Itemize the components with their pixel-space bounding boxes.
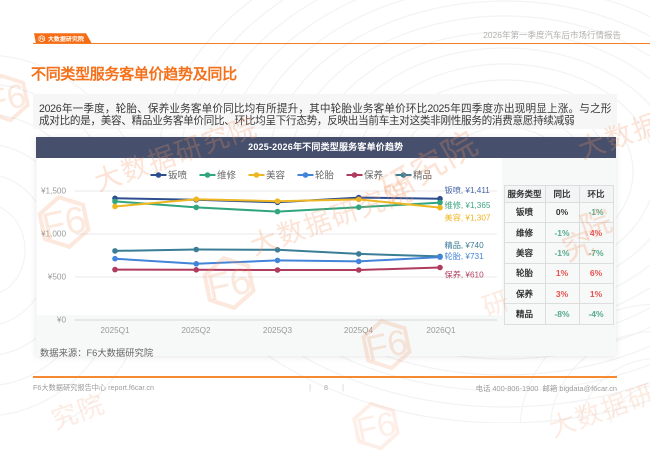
svg-text:2025Q2: 2025Q2: [181, 326, 211, 335]
svg-text:美容: 美容: [266, 170, 286, 182]
svg-text:2025Q3: 2025Q3: [263, 326, 293, 335]
svg-text:钣喷, ¥1,411: 钣喷, ¥1,411: [445, 185, 491, 195]
svg-text:F6: F6: [40, 37, 44, 41]
svg-text:2025Q4: 2025Q4: [344, 326, 374, 335]
svg-text:精品, ¥740: 精品, ¥740: [445, 240, 485, 250]
svg-text:轮胎, ¥731: 轮胎, ¥731: [445, 251, 485, 261]
svg-text:维修, ¥1,365: 维修, ¥1,365: [445, 200, 491, 210]
svg-text:¥1,500: ¥1,500: [40, 186, 66, 195]
svg-text:精品: 精品: [413, 170, 432, 182]
svg-text:¥1,000: ¥1,000: [40, 229, 66, 238]
svg-text:¥500: ¥500: [47, 272, 67, 281]
svg-text:美容, ¥1,307: 美容, ¥1,307: [445, 213, 491, 223]
svg-text:维修: 维修: [217, 170, 237, 182]
svg-text:钣喷: 钣喷: [168, 170, 188, 182]
svg-text:保养, ¥610: 保养, ¥610: [445, 270, 485, 280]
svg-text:保养: 保养: [364, 170, 384, 182]
svg-text:轮胎: 轮胎: [315, 170, 335, 182]
svg-text:2025Q1: 2025Q1: [100, 326, 130, 335]
svg-text:¥0: ¥0: [56, 315, 67, 324]
svg-text:2026Q1: 2026Q1: [426, 326, 456, 335]
